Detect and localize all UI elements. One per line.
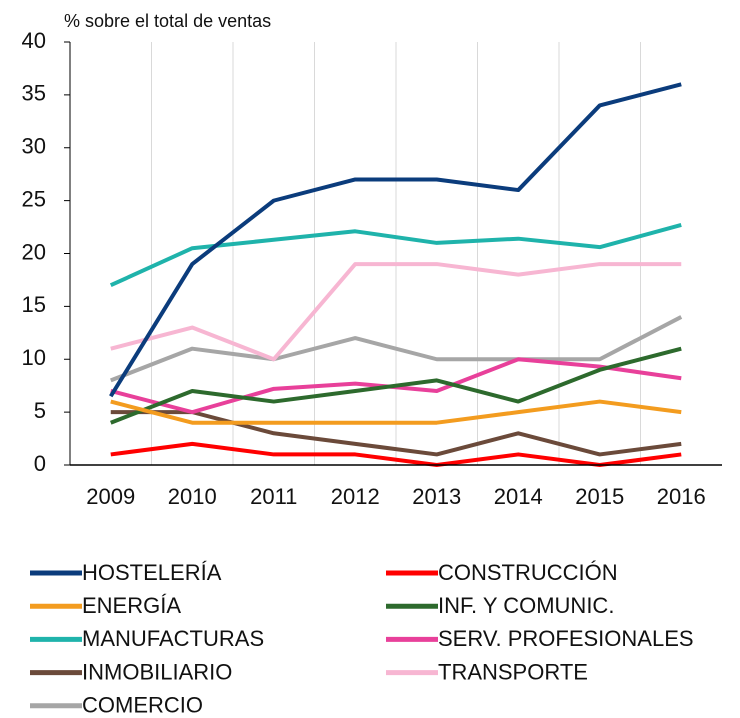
x-tick-label: 2014 <box>494 484 543 509</box>
legend-label: MANUFACTURAS <box>82 626 264 651</box>
x-tick-label: 2012 <box>331 484 380 509</box>
legend-label: SERV. PROFESIONALES <box>438 626 694 651</box>
y-tick-label: 20 <box>22 239 46 264</box>
y-tick-label: 40 <box>22 28 46 53</box>
x-tick-label: 2011 <box>250 484 297 509</box>
legend-label: COMERCIO <box>82 693 203 718</box>
legend-label: ENERGÍA <box>82 593 181 618</box>
y-axis-label: % sobre el total de ventas <box>64 11 271 31</box>
legend-label: CONSTRUCCIÓN <box>438 560 618 585</box>
y-tick-label: 35 <box>22 81 46 106</box>
series-line <box>110 441 682 467</box>
series-line <box>110 346 682 425</box>
y-tick-label: 0 <box>34 451 46 476</box>
y-tick-label: 15 <box>22 292 46 317</box>
legend-label: INF. Y COMUNIC. <box>438 593 614 618</box>
y-tick-label: 10 <box>22 345 46 370</box>
series-line <box>110 399 682 425</box>
legend-label: HOSTELERÍA <box>82 560 222 585</box>
legend-label: TRANSPORTE <box>438 659 588 684</box>
x-tick-label: 2013 <box>412 484 461 509</box>
x-tick-label: 2009 <box>86 484 135 509</box>
series-line <box>110 315 683 383</box>
series-line <box>109 223 682 288</box>
y-tick-label: 25 <box>22 186 46 211</box>
series-line <box>110 410 682 457</box>
x-tick-label: 2010 <box>168 484 217 509</box>
y-tick-label: 30 <box>22 134 46 159</box>
x-tick-label: 2016 <box>657 484 706 509</box>
series-line <box>110 262 682 362</box>
legend-label: INMOBILIARIO <box>82 659 232 684</box>
series-line <box>109 82 682 398</box>
x-tick-label: 2015 <box>575 484 624 509</box>
y-tick-label: 5 <box>34 398 46 423</box>
